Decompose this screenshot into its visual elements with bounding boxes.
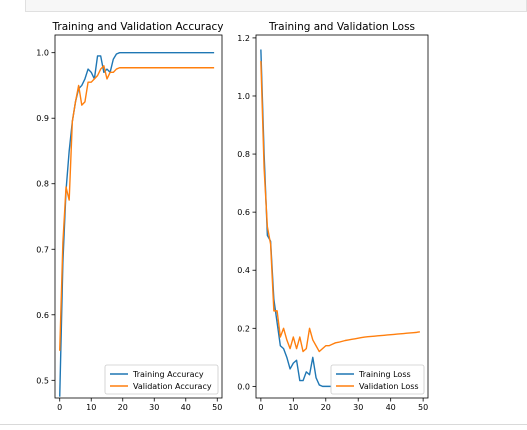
accuracy-legend-label-validation: Validation Accuracy: [133, 382, 212, 391]
accuracy-legend-box: [104, 364, 219, 395]
loss-chart: Training and Validation Loss 0 10 20 30 40 50…: [237, 21, 429, 412]
loss-x-tick-label: 50: [418, 403, 428, 412]
accuracy-series-line-validation: [59, 65, 215, 351]
accuracy-chart-title: Training and Validation Accuracy: [52, 21, 224, 33]
accuracy-y-tick-label: 0.6: [36, 311, 49, 320]
accuracy-x-tick-label: 0: [57, 403, 62, 412]
accuracy-y-tick-label: 1.0: [36, 49, 49, 58]
loss-y-tick-label: 0.2: [237, 324, 250, 333]
loss-x-tick-label: 20: [321, 403, 331, 412]
loss-legend-label-validation: Validation Loss: [359, 382, 419, 391]
loss-y-tick-label: 1.0: [237, 92, 250, 101]
loss-series-line-training: [260, 49, 420, 388]
accuracy-y-tick-label: 0.7: [36, 245, 49, 254]
accuracy-axes-frame: [54, 34, 223, 399]
loss-series-line-validation: [260, 61, 421, 353]
loss-legend-label-training: Training Loss: [358, 370, 411, 379]
accuracy-x-tick-label: 10: [86, 403, 96, 412]
accuracy-x-tick-label: 20: [118, 403, 128, 412]
loss-axes-frame: [255, 34, 429, 399]
accuracy-x-tick-label: 30: [149, 403, 159, 412]
accuracy-x-tick-label: 40: [181, 403, 191, 412]
loss-y-tick-label: 0.4: [237, 266, 250, 275]
accuracy-x-tick-label: 50: [212, 403, 222, 412]
loss-y-tick-label: 0.8: [237, 150, 250, 159]
accuracy-chart: Training and Validation Accuracy 0 10 20 30…: [36, 21, 223, 412]
loss-y-tick-label: 1.2: [237, 34, 250, 43]
bottom-divider: [0, 424, 527, 425]
loss-x-tick-label: 40: [386, 403, 396, 412]
accuracy-legend-label-training: Training Accuracy: [132, 370, 204, 379]
loss-y-tick-label: 0.6: [237, 208, 250, 217]
loss-chart-title: Training and Validation Loss: [268, 21, 415, 33]
loss-y-tick-label: 0.0: [237, 382, 250, 391]
accuracy-y-tick-label: 0.5: [36, 376, 49, 385]
loss-x-tick-label: 30: [353, 403, 363, 412]
accuracy-y-tick-label: 0.9: [36, 114, 49, 123]
loss-x-tick-label: 0: [258, 403, 263, 412]
loss-x-tick-label: 10: [288, 403, 298, 412]
loss-legend-box: [330, 364, 425, 395]
accuracy-y-tick-label: 0.8: [36, 180, 49, 189]
accuracy-series-line-training: [59, 51, 215, 397]
